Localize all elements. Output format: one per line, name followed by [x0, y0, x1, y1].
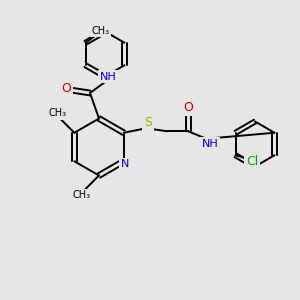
Text: S: S — [144, 116, 152, 129]
Text: O: O — [61, 82, 71, 95]
Text: CH₃: CH₃ — [92, 26, 110, 36]
Text: N: N — [121, 159, 129, 169]
Text: CH₃: CH₃ — [48, 108, 66, 118]
Text: O: O — [183, 101, 193, 114]
Text: CH₃: CH₃ — [73, 190, 91, 200]
Text: NH: NH — [201, 139, 218, 149]
Text: NH: NH — [100, 71, 116, 82]
Text: Cl: Cl — [246, 155, 258, 168]
